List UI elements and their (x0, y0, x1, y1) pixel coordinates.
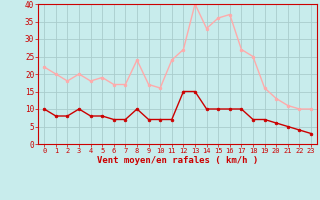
X-axis label: Vent moyen/en rafales ( km/h ): Vent moyen/en rafales ( km/h ) (97, 156, 258, 165)
